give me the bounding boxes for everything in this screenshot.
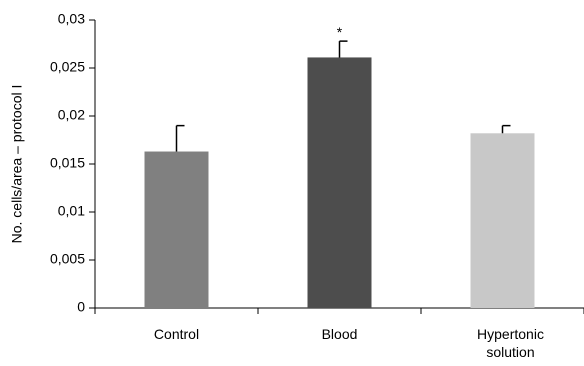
x-tick-label: Blood bbox=[321, 326, 358, 342]
y-tick-label: 0,005 bbox=[50, 251, 85, 267]
bar bbox=[470, 133, 535, 308]
error-bar bbox=[338, 40, 348, 58]
y-tick-label: 0,015 bbox=[50, 155, 85, 171]
bar bbox=[144, 151, 209, 308]
y-tick-label: 0,02 bbox=[58, 107, 85, 123]
y-tick-label: 0,025 bbox=[50, 59, 85, 75]
error-bar bbox=[175, 124, 185, 152]
y-tick-label: 0,03 bbox=[58, 11, 85, 27]
annotation: * bbox=[337, 24, 343, 40]
x-tick-label: Hypertonic solution bbox=[477, 326, 544, 360]
bar bbox=[307, 57, 372, 308]
error-bar bbox=[501, 124, 511, 134]
x-tick-label: Control bbox=[153, 326, 200, 342]
y-axis-label: No. cells/area – protocol I bbox=[9, 85, 25, 244]
y-tick-label: 0 bbox=[77, 299, 85, 315]
y-tick-label: 0,01 bbox=[58, 203, 85, 219]
